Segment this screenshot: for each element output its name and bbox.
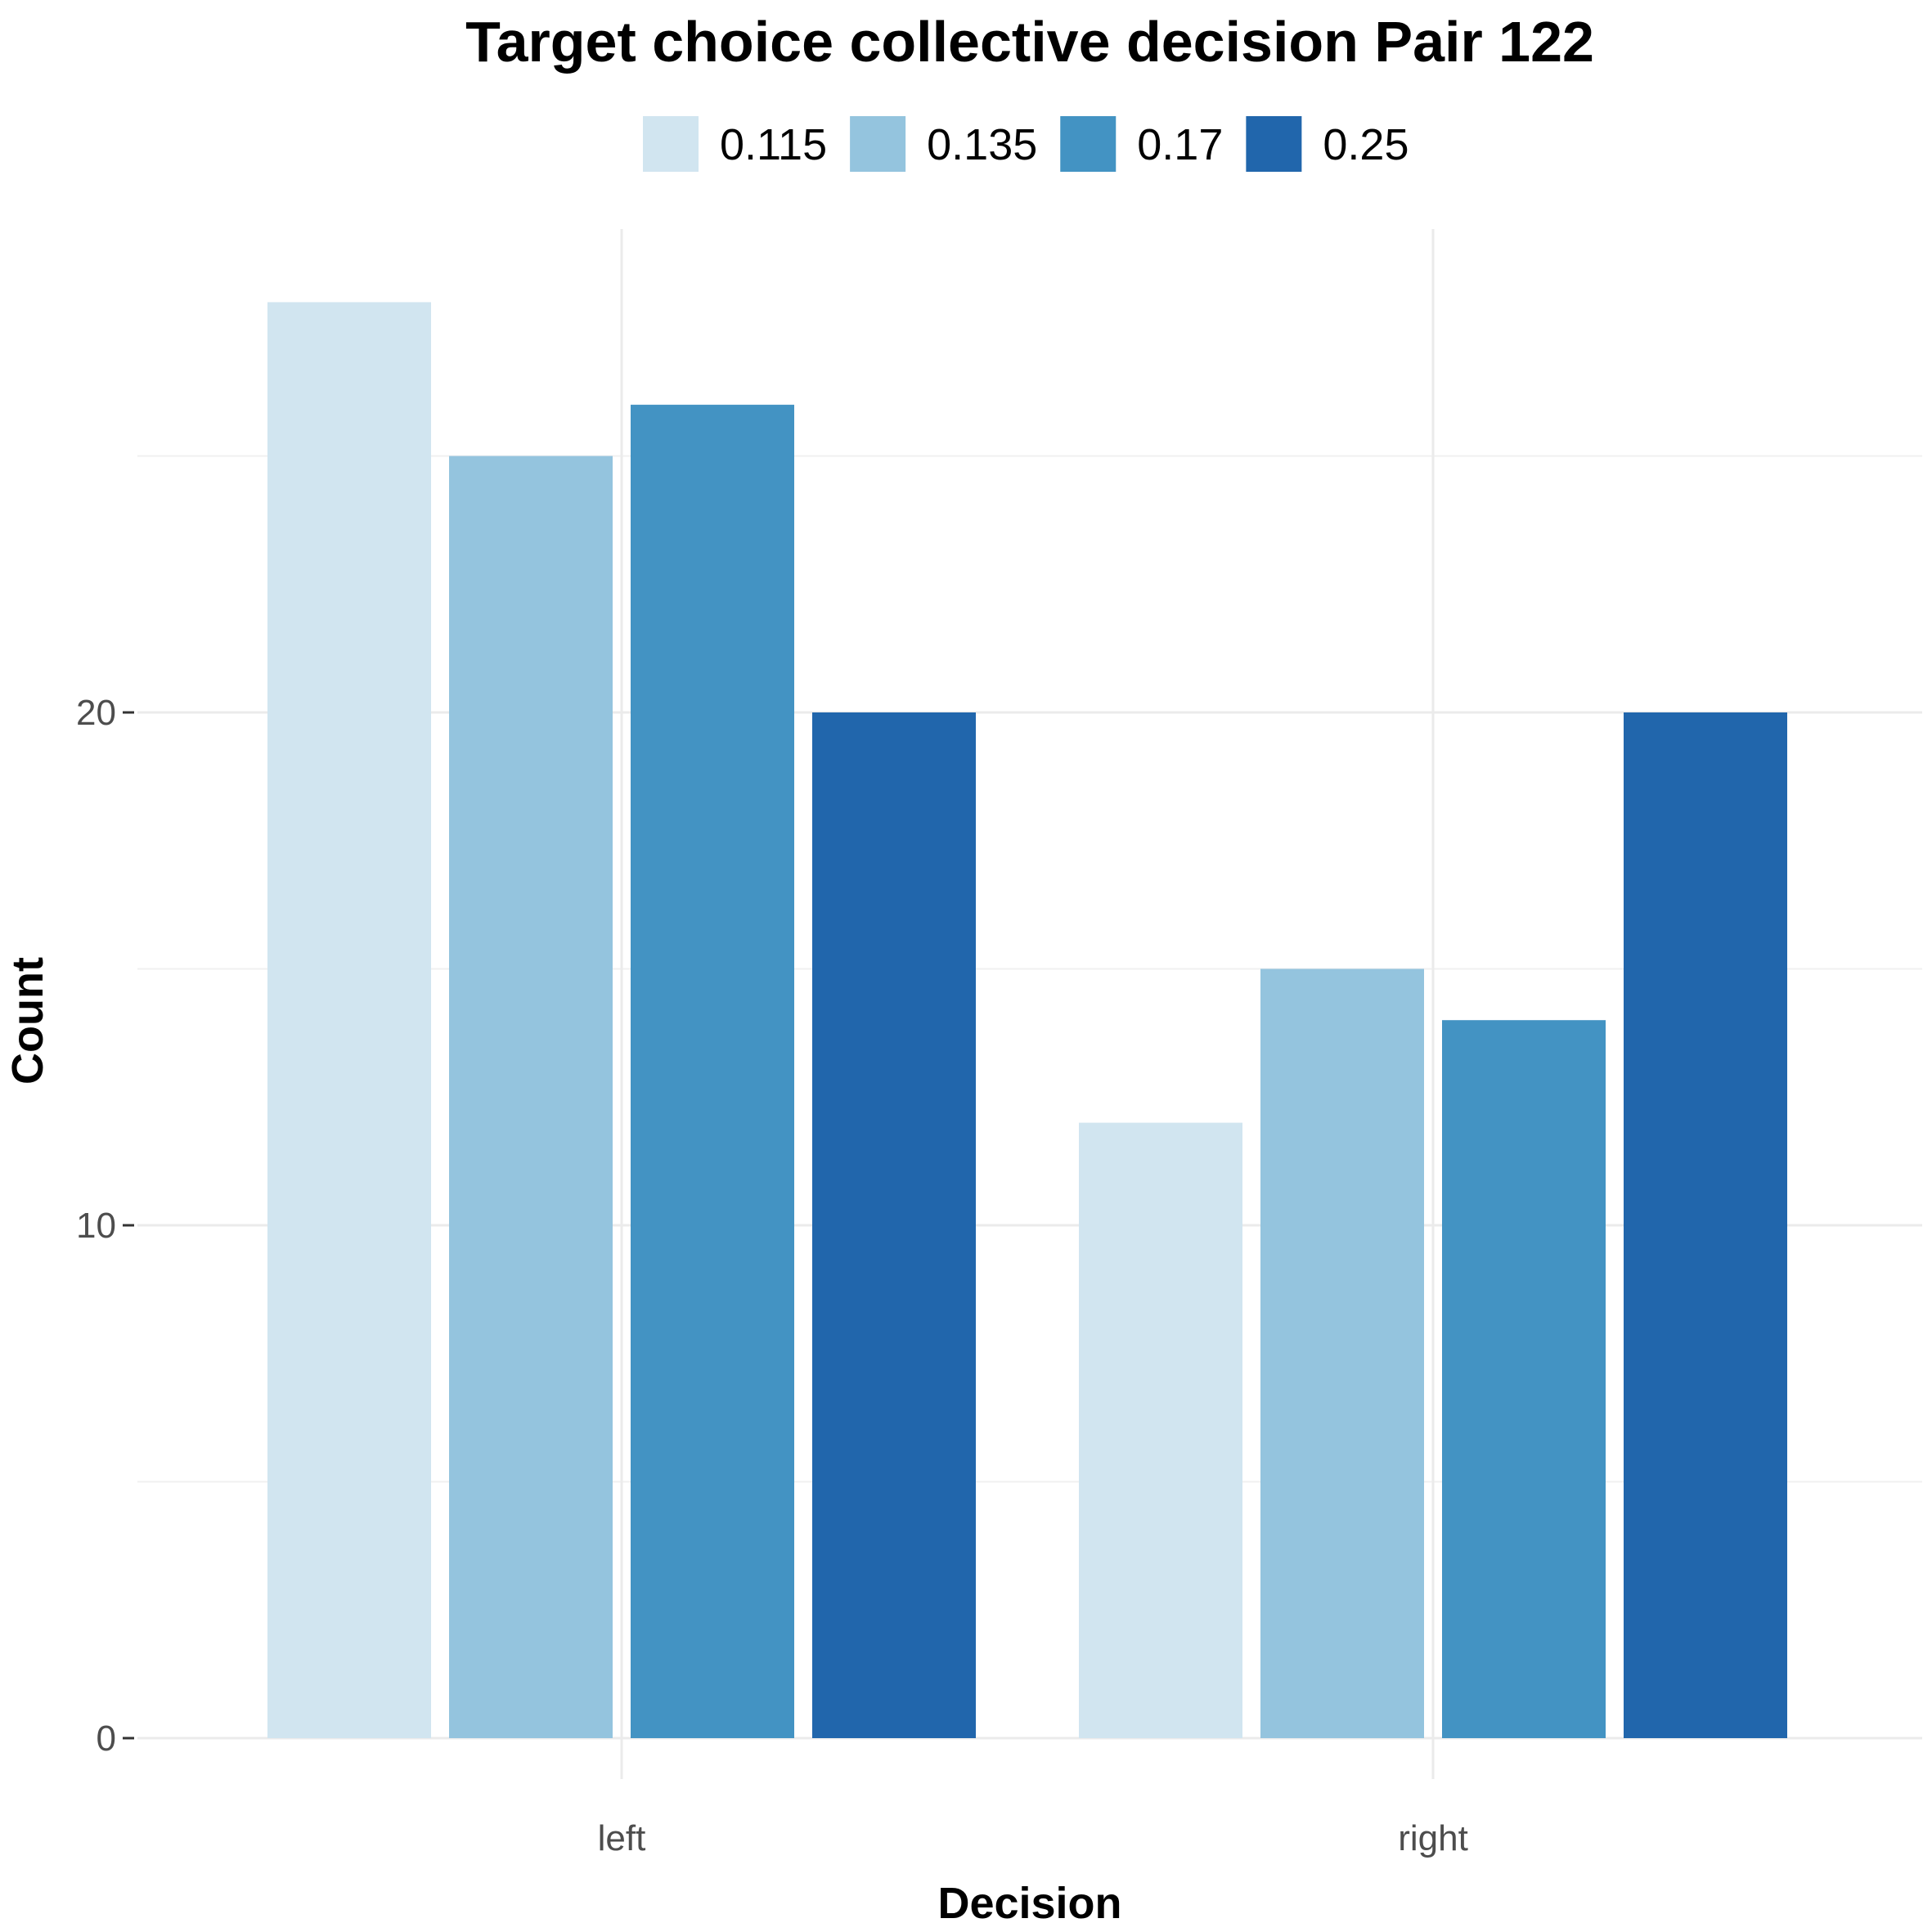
y-tick-label: 10 — [76, 1206, 116, 1246]
bar-left-0.17 — [631, 404, 794, 1738]
legend-label: 0.17 — [1137, 120, 1223, 169]
legend-swatch — [1060, 116, 1117, 172]
legend-swatch — [643, 116, 699, 172]
chart-title: Target choice collective decision Pair 1… — [465, 10, 1594, 74]
y-tick-label: 20 — [76, 693, 116, 733]
y-axis-title: Count — [3, 957, 52, 1085]
legend-label: 0.25 — [1323, 120, 1409, 169]
bar-right-0.135 — [1260, 968, 1424, 1738]
x-axis: left right — [598, 1818, 1468, 1858]
y-axis: 0 10 20 — [76, 693, 134, 1759]
legend-label: 0.115 — [720, 120, 827, 169]
legend-label: 0.135 — [927, 120, 1037, 169]
legend-swatch — [1246, 116, 1302, 172]
bars — [267, 302, 1787, 1738]
bar-right-0.25 — [1624, 712, 1787, 1738]
bar-right-0.115 — [1079, 1122, 1242, 1738]
x-tick-label: right — [1398, 1818, 1468, 1858]
legend: 0.115 0.135 0.17 0.25 — [643, 116, 1409, 172]
bar-left-0.135 — [449, 456, 613, 1738]
legend-swatch — [850, 116, 906, 172]
grid — [137, 229, 1922, 1779]
x-axis-title: Decision — [937, 1879, 1121, 1928]
y-tick-label: 0 — [97, 1719, 116, 1759]
bar-left-0.115 — [267, 302, 431, 1738]
bar-left-0.25 — [812, 712, 976, 1738]
bar-right-0.17 — [1442, 1020, 1606, 1738]
x-tick-label: left — [598, 1818, 646, 1858]
